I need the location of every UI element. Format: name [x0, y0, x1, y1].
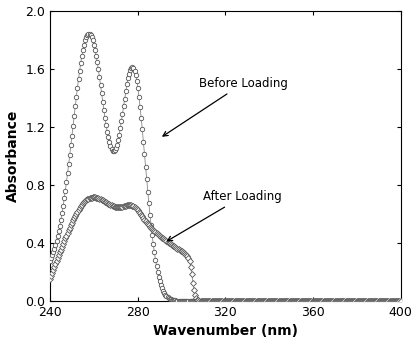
Text: After Loading: After Loading — [168, 190, 282, 241]
Text: Before Loading: Before Loading — [163, 77, 288, 136]
X-axis label: Wavenumber (nm): Wavenumber (nm) — [153, 324, 298, 338]
Y-axis label: Absorbance: Absorbance — [5, 110, 20, 202]
